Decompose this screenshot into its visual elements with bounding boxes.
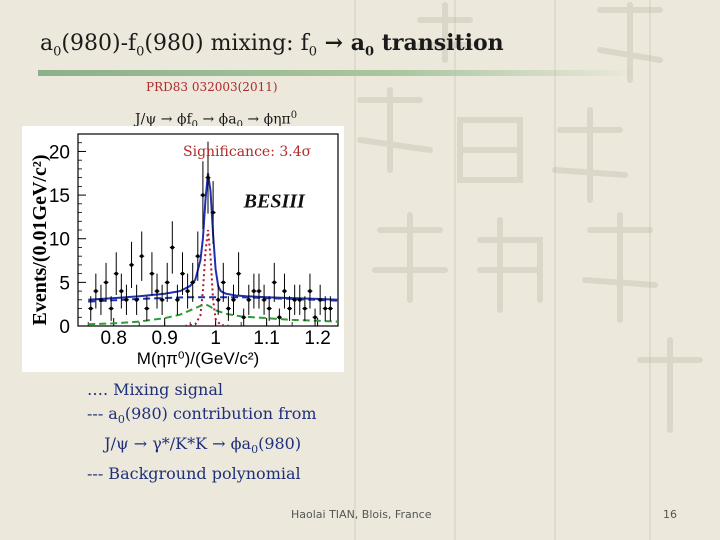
data-point [317, 284, 323, 315]
besiii-watermark: BESIII [243, 190, 306, 212]
data-point [256, 273, 262, 309]
data-point [281, 273, 287, 309]
curve-total-fit [88, 173, 338, 301]
x-tick-label: 1 [210, 328, 221, 349]
data-point [210, 181, 216, 245]
data-point [149, 252, 155, 296]
data-point [190, 262, 196, 302]
x-axis-title: M(ηπ⁰)/(GeV/c²) [137, 349, 259, 368]
data-point [322, 296, 328, 321]
x-tick-label: 1.2 [304, 328, 330, 349]
title-underline [38, 70, 638, 76]
data-point [327, 296, 333, 321]
data-point [271, 262, 277, 302]
data-point [164, 262, 170, 302]
data-point [200, 161, 206, 229]
data-point [230, 284, 236, 315]
data-point [292, 284, 298, 315]
data-point [88, 296, 94, 321]
data-point [103, 262, 109, 302]
data-point [180, 252, 186, 296]
data-point [215, 284, 221, 315]
data-point [169, 221, 175, 274]
data-point [174, 284, 180, 315]
y-tick-label: 5 [59, 273, 70, 294]
slide-title: a0(980)-f0(980) mixing: f0 → a0 transiti… [40, 30, 504, 60]
data-point [251, 273, 257, 309]
curve-mixing-signal [184, 229, 231, 326]
data-point [134, 284, 140, 315]
legend-background: --- Background polynomial [87, 464, 301, 484]
data-point [139, 231, 145, 281]
data-point [185, 273, 191, 309]
significance-label: Significance: 3.4σ [183, 144, 312, 160]
page-number: 16 [663, 508, 677, 521]
data-point [108, 296, 114, 321]
data-point [266, 296, 272, 321]
data-point [287, 296, 293, 321]
plot-svg: BESIII 0 5 10 15 20 0.8 0.9 1 1.1 1.2 M(ηπ⁰)/(GeV/c… [29, 133, 339, 368]
data-point [246, 284, 252, 315]
data-point [129, 241, 135, 288]
data-point [123, 284, 129, 315]
besiii-mass-plot: BESIII 0 5 10 15 20 0.8 0.9 1 1.1 1.2 M(ηπ⁰)/(GeV/c… [22, 126, 344, 372]
legend-mixing-signal: …. Mixing signal [87, 380, 223, 399]
data-point [241, 308, 247, 326]
data-point [159, 284, 165, 315]
data-point [297, 284, 303, 315]
x-tick-label: 1.1 [253, 328, 279, 349]
legend: …. Mixing signal --- a0(980) contributio… [87, 378, 317, 486]
paper-reference: PRD83 032003(2011) [146, 80, 278, 94]
data-point [154, 273, 160, 309]
decay-chain: J/ψ → ϕf0 → ϕa0 → ϕηπ0 [135, 110, 298, 131]
legend-a0-contribution: --- a0(980) contribution from [87, 404, 317, 427]
y-tick-label: 10 [49, 230, 70, 251]
y-tick-label: 15 [49, 186, 70, 207]
data-point [93, 273, 99, 309]
x-tick-label: 0.9 [151, 328, 177, 349]
data-point [225, 296, 231, 321]
data-point [261, 284, 267, 315]
data-point [113, 252, 119, 296]
data-point [118, 273, 124, 309]
y-tick-label: 0 [59, 317, 70, 338]
footer-author: Haolai TIAN, Blois, France [291, 508, 432, 521]
data-point [276, 308, 282, 326]
data-point [220, 262, 226, 302]
x-tick-label: 0.8 [100, 328, 126, 349]
data-point [98, 284, 104, 315]
data-point [312, 308, 318, 326]
curve-a0-980-contribution [88, 303, 338, 326]
data-point [236, 252, 242, 296]
y-tick-label: 20 [49, 142, 70, 163]
y-axis-title: Events/(0.01GeV/c²) [29, 155, 51, 326]
legend-a0-process: J/ψ → γ*/K*K → ϕa0(980) [104, 434, 302, 457]
data-point [144, 296, 150, 321]
data-point [205, 141, 211, 214]
data-point [302, 296, 308, 321]
data-point [195, 231, 201, 281]
data-point [307, 273, 313, 309]
